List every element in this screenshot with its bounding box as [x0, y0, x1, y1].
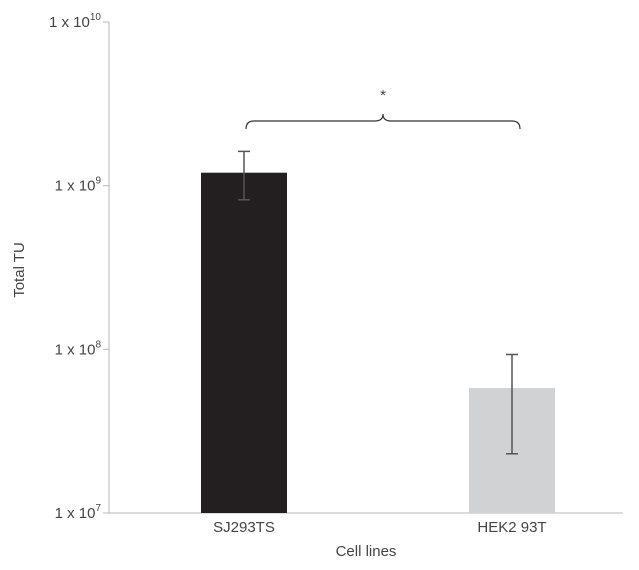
y-tick-label: 1 x 108: [55, 339, 102, 358]
y-tick-exponent: 9: [95, 176, 101, 187]
y-tick-base: 1 x 10: [49, 14, 90, 31]
y-tick-exponent: 7: [95, 503, 101, 514]
y-tick-base: 1 x 10: [55, 341, 96, 358]
y-tick-label: 1 x 1010: [49, 12, 101, 31]
bar-0: [201, 172, 287, 513]
y-tick-label: 1 x 109: [55, 176, 102, 195]
y-tick-base: 1 x 10: [55, 505, 96, 522]
bars-group: [201, 172, 555, 513]
y-axis-label: Total TU: [11, 242, 28, 298]
y-tick-label: 1 x 107: [55, 503, 102, 522]
x-tick-label: SJ293TS: [213, 519, 275, 536]
y-tick-base: 1 x 10: [55, 178, 96, 195]
y-tick-exponent: 8: [95, 339, 101, 350]
error-bars-group: [238, 150, 518, 455]
y-tick-exponent: 10: [90, 12, 102, 23]
x-axis-ticks: SJ293TS HEK2 93T: [213, 519, 546, 536]
significance-asterisk: *: [380, 87, 386, 104]
significance-bracket: [245, 113, 521, 130]
x-tick-label: HEK2 93T: [477, 519, 546, 536]
x-axis-label: Cell lines: [336, 543, 397, 560]
